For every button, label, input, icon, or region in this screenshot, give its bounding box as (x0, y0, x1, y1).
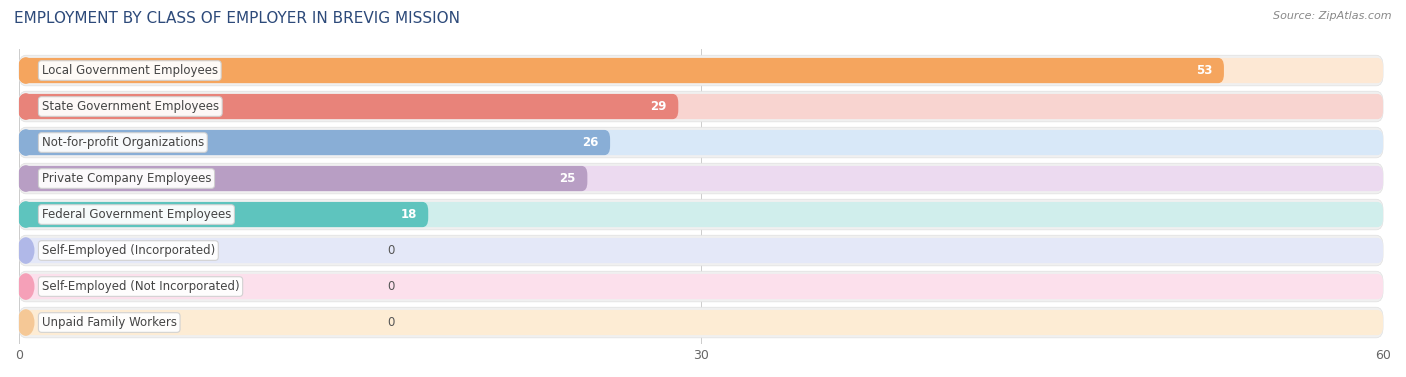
FancyBboxPatch shape (20, 55, 1384, 86)
FancyBboxPatch shape (20, 58, 1384, 83)
FancyBboxPatch shape (20, 130, 1384, 155)
Text: Self-Employed (Not Incorporated): Self-Employed (Not Incorporated) (42, 280, 239, 293)
Circle shape (18, 274, 34, 299)
Circle shape (18, 166, 34, 191)
Text: Not-for-profit Organizations: Not-for-profit Organizations (42, 136, 204, 149)
Text: Unpaid Family Workers: Unpaid Family Workers (42, 316, 177, 329)
FancyBboxPatch shape (20, 166, 588, 191)
Text: Private Company Employees: Private Company Employees (42, 172, 211, 185)
Circle shape (18, 94, 34, 119)
FancyBboxPatch shape (20, 199, 1384, 230)
Text: 18: 18 (401, 208, 416, 221)
FancyBboxPatch shape (20, 130, 610, 155)
FancyBboxPatch shape (20, 310, 1384, 335)
FancyBboxPatch shape (20, 307, 1384, 338)
Circle shape (18, 238, 34, 263)
Text: 0: 0 (387, 280, 395, 293)
Text: EMPLOYMENT BY CLASS OF EMPLOYER IN BREVIG MISSION: EMPLOYMENT BY CLASS OF EMPLOYER IN BREVI… (14, 11, 460, 26)
Text: 53: 53 (1197, 64, 1212, 77)
FancyBboxPatch shape (20, 94, 678, 119)
FancyBboxPatch shape (20, 94, 1384, 119)
FancyBboxPatch shape (20, 202, 429, 227)
Circle shape (18, 310, 34, 335)
Text: 29: 29 (651, 100, 666, 113)
FancyBboxPatch shape (20, 58, 1223, 83)
FancyBboxPatch shape (20, 91, 1384, 122)
Circle shape (18, 58, 34, 83)
Text: 25: 25 (560, 172, 576, 185)
Text: Source: ZipAtlas.com: Source: ZipAtlas.com (1274, 11, 1392, 21)
Text: 0: 0 (387, 244, 395, 257)
FancyBboxPatch shape (20, 202, 1384, 227)
Text: State Government Employees: State Government Employees (42, 100, 219, 113)
FancyBboxPatch shape (20, 163, 1384, 194)
FancyBboxPatch shape (20, 274, 1384, 299)
FancyBboxPatch shape (20, 271, 1384, 302)
Text: Local Government Employees: Local Government Employees (42, 64, 218, 77)
FancyBboxPatch shape (20, 166, 1384, 191)
Circle shape (18, 202, 34, 227)
Circle shape (18, 130, 34, 155)
FancyBboxPatch shape (20, 238, 1384, 263)
FancyBboxPatch shape (20, 235, 1384, 266)
Text: Self-Employed (Incorporated): Self-Employed (Incorporated) (42, 244, 215, 257)
Text: 0: 0 (387, 316, 395, 329)
Text: Federal Government Employees: Federal Government Employees (42, 208, 231, 221)
Text: 26: 26 (582, 136, 599, 149)
FancyBboxPatch shape (20, 127, 1384, 158)
